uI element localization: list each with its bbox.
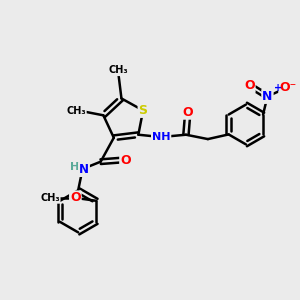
Text: N: N (79, 163, 89, 176)
Text: O: O (182, 106, 193, 119)
Text: O: O (70, 191, 81, 204)
Text: S: S (139, 104, 148, 117)
Text: O⁻: O⁻ (279, 81, 296, 94)
Text: N: N (262, 90, 273, 103)
Text: O: O (244, 79, 255, 92)
Text: +: + (274, 83, 282, 93)
Text: O: O (120, 154, 131, 167)
Text: CH₃: CH₃ (40, 193, 60, 203)
Text: CH₃: CH₃ (109, 65, 128, 75)
Text: NH: NH (152, 132, 170, 142)
Text: H: H (70, 162, 79, 172)
Text: CH₃: CH₃ (66, 106, 86, 116)
